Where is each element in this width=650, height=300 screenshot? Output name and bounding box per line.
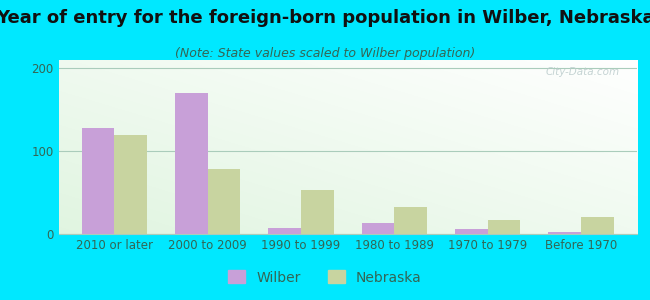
- Text: City-Data.com: City-Data.com: [545, 67, 619, 77]
- Bar: [114, 135, 147, 234]
- Bar: [395, 208, 427, 234]
- Bar: [82, 128, 114, 234]
- Bar: [268, 228, 301, 234]
- Bar: [455, 229, 488, 234]
- Legend: Wilber, Nebraska: Wilber, Nebraska: [223, 265, 427, 290]
- Bar: [549, 232, 581, 234]
- Bar: [175, 93, 208, 234]
- Bar: [488, 220, 521, 234]
- Bar: [362, 223, 395, 234]
- Text: (Note: State values scaled to Wilber population): (Note: State values scaled to Wilber pop…: [175, 46, 475, 59]
- Bar: [208, 169, 240, 234]
- Bar: [301, 190, 333, 234]
- Text: Year of entry for the foreign-born population in Wilber, Nebraska: Year of entry for the foreign-born popul…: [0, 9, 650, 27]
- Bar: [581, 218, 614, 234]
